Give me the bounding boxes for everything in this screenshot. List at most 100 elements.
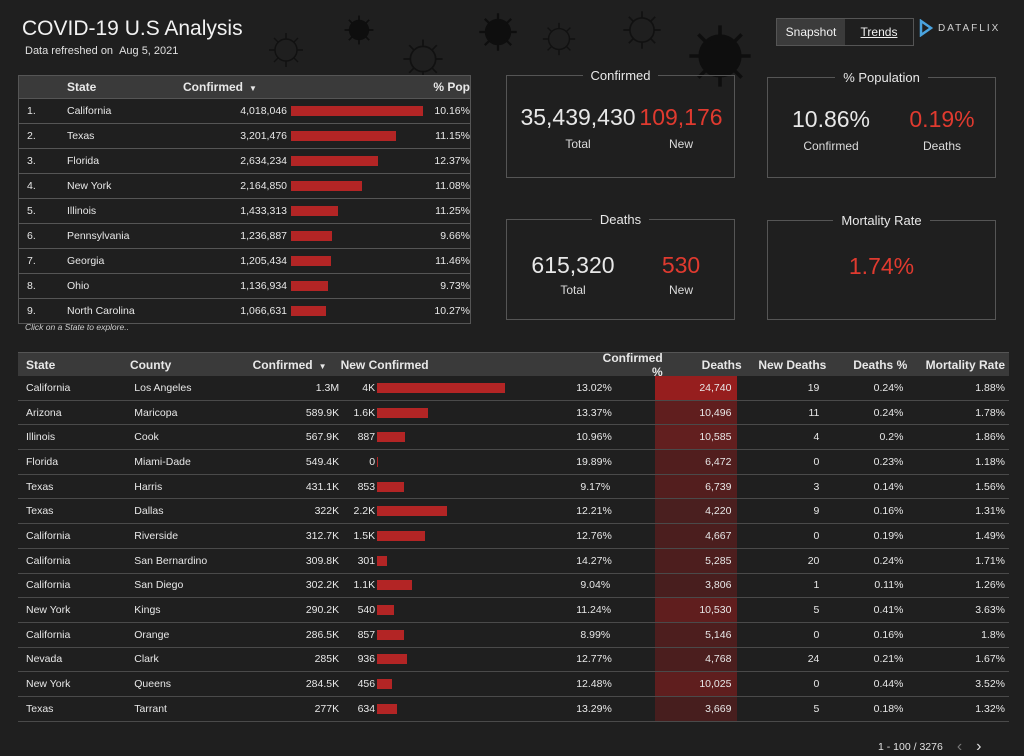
col-new-confirmed[interactable]: New Confirmed	[340, 357, 429, 372]
state-row[interactable]: 5. Illinois 1,433,313 11.25%	[19, 198, 470, 223]
state-rank: 8.	[27, 280, 36, 292]
county-deaths-cell: 10,530	[655, 598, 738, 622]
county-state: California	[26, 628, 71, 641]
next-page-icon[interactable]: ›	[976, 738, 982, 755]
state-row[interactable]: 7. Georgia 1,205,434 11.46%	[19, 248, 470, 273]
state-pop: 10.16%	[434, 105, 470, 117]
virus-icon	[623, 11, 661, 49]
state-confirmed: 1,136,934	[240, 280, 287, 292]
county-row[interactable]: Arizona Maricopa 589.9K 1.6K 13.37% 10,496 11 0…	[18, 400, 1009, 426]
virus-icon	[689, 25, 751, 87]
county-confirmed: 567.9K	[305, 431, 340, 444]
prev-page-icon[interactable]: ‹	[956, 738, 963, 755]
deaths-total: 615,320	[531, 252, 615, 278]
county-row[interactable]: New York Kings 290.2K 540 11.24% 10,530 5 0.41%…	[18, 598, 1009, 623]
refresh-date: Aug 5, 2021	[119, 45, 179, 57]
county-row[interactable]: Texas Tarrant 277K 634 13.29% 3,669 5 0.18% 1.32…	[18, 696, 1009, 722]
logo-text: DATAFLIX	[938, 22, 1001, 34]
col-mortality[interactable]: Mortality Rate	[925, 357, 1006, 372]
col-deaths[interactable]: Deaths	[701, 357, 742, 372]
county-new-confirmed: 857	[357, 628, 376, 641]
new-confirmed-bar	[377, 407, 429, 418]
county-deaths: 10,530	[699, 604, 732, 617]
county-row[interactable]: California San Bernardino 309.8K 301 14.27% 5…	[18, 548, 1009, 574]
county-row[interactable]: Illinois Cook 567.9K 887 10.96% 10,585 4 0.2% 1.…	[18, 425, 1009, 451]
county-row[interactable]: California Orange 286.5K 857 8.99% 5,146 0 0.16…	[18, 622, 1009, 648]
col-confirmed[interactable]: Confirmed ▼	[242, 358, 330, 372]
county-new-deaths: 0	[813, 455, 820, 468]
confirmed-new: 109,176	[639, 104, 723, 130]
col-confirmed-label: Confirmed	[183, 80, 243, 94]
virus-icon	[542, 22, 576, 56]
county-deaths-pct: 0.2%	[879, 431, 904, 444]
new-confirmed-bar	[377, 432, 406, 443]
refresh-label: Data refreshed on	[25, 45, 114, 57]
tab-trends[interactable]: Trends	[860, 25, 898, 39]
county-row[interactable]: California San Diego 302.2K 1.1K 9.04% 3,806 1…	[18, 573, 1009, 599]
col-confirmed-pct[interactable]: Confirmed %	[602, 352, 663, 379]
county-mortality: 1.26%	[975, 579, 1005, 592]
county-deaths-cell: 10,585	[655, 425, 738, 450]
county-new-confirmed: 634	[357, 702, 376, 715]
state-row[interactable]: 1. California 4,018,046 10.16%	[19, 98, 470, 123]
state-table: State Confirmed ▼ % Pop 1. California 4,018…	[18, 75, 471, 324]
deaths-card: Deaths 615,320 Total 530 New	[506, 212, 735, 320]
county-row[interactable]: New York Queens 284.5K 456 12.48% 10,025 0 0.44…	[18, 672, 1009, 697]
county-deaths-cell: 6,472	[655, 450, 738, 474]
county-name: Orange	[134, 628, 170, 641]
population-deaths: 0.19%	[909, 106, 975, 132]
county-deaths-pct: 0.14%	[873, 480, 904, 493]
county-new-deaths: 0	[813, 628, 820, 641]
confirmed-new-label: New	[668, 137, 693, 151]
state-rank: 3.	[27, 155, 36, 167]
county-confirmed: 302.2K	[305, 579, 340, 592]
state-pop: 12.37%	[434, 155, 470, 167]
confirmed-bar	[291, 106, 423, 116]
col-new-deaths[interactable]: New Deaths	[758, 357, 827, 372]
new-confirmed-bar	[377, 703, 398, 714]
county-confirmed: 286.5K	[305, 628, 340, 641]
state-row[interactable]: 8. Ohio 1,136,934 9.73%	[19, 273, 470, 298]
new-confirmed-bar	[377, 530, 426, 541]
state-rank: 7.	[27, 255, 36, 267]
county-row[interactable]: California Los Angeles 1.3M 4K 13.02% 24,740 1…	[18, 376, 1009, 401]
col-county[interactable]: County	[129, 357, 172, 372]
col-pop[interactable]: % Pop	[433, 80, 470, 94]
county-confirmed-pct: 8.99%	[580, 628, 611, 641]
county-mortality: 1.31%	[975, 505, 1005, 518]
county-deaths: 5,146	[705, 628, 732, 641]
county-deaths-pct: 0.19%	[873, 529, 904, 542]
state-row[interactable]: 9. North Carolina 1,066,631 10.27%	[19, 298, 470, 323]
state-rank: 5.	[27, 205, 36, 217]
population-card: % Population 10.86% Confirmed 0.19% Deat…	[767, 70, 996, 178]
county-deaths: 4,768	[705, 653, 732, 666]
county-row[interactable]: Nevada Clark 285K 936 12.77% 4,768 24 0.21% 1.67…	[18, 647, 1009, 673]
county-new-confirmed: 1.1K	[353, 579, 376, 592]
col-state[interactable]: State	[67, 80, 97, 94]
tab-snapshot[interactable]: Snapshot	[777, 19, 845, 45]
county-mortality: 1.71%	[975, 554, 1005, 567]
county-confirmed-pct: 13.02%	[576, 381, 612, 394]
col-deaths-pct[interactable]: Deaths %	[853, 357, 908, 372]
new-confirmed-bar	[377, 456, 379, 467]
county-table: State County Confirmed ▼ New Confirmed Co…	[18, 352, 1009, 735]
county-row[interactable]: Florida Miami-Dade 549.4K 0 19.89% 6,472 0 0.23…	[18, 450, 1009, 475]
col-confirmed[interactable]: Confirmed ▼	[183, 80, 291, 94]
county-name: Cook	[134, 431, 159, 444]
county-row[interactable]: Texas Dallas 322K 2.2K 12.21% 4,220 9 0.16% 1.31…	[18, 499, 1009, 525]
col-state[interactable]: State	[26, 357, 56, 372]
county-deaths-pct: 0.18%	[873, 702, 904, 715]
county-row[interactable]: Texas Harris 431.1K 853 9.17% 6,739 3 0.14% 1.56…	[18, 474, 1009, 500]
state-row[interactable]: 3. Florida 2,634,234 12.37%	[19, 148, 470, 173]
new-confirmed-bar	[377, 555, 388, 566]
state-row[interactable]: 6. Pennsylvania 1,236,887 9.66%	[19, 223, 470, 248]
state-name: New York	[67, 180, 112, 192]
state-row[interactable]: 2. Texas 3,201,476 11.15%	[19, 123, 470, 148]
county-new-confirmed: 301	[357, 554, 376, 567]
state-row[interactable]: 4. New York 2,164,850 11.08%	[19, 173, 470, 198]
county-row[interactable]: California Riverside 312.7K 1.5K 12.76% 4,667…	[18, 524, 1009, 549]
county-new-confirmed: 4K	[362, 381, 376, 394]
state-name: Florida	[67, 155, 100, 167]
state-rank: 2.	[27, 130, 36, 142]
state-hint: Click on a State to explore..	[25, 322, 129, 332]
